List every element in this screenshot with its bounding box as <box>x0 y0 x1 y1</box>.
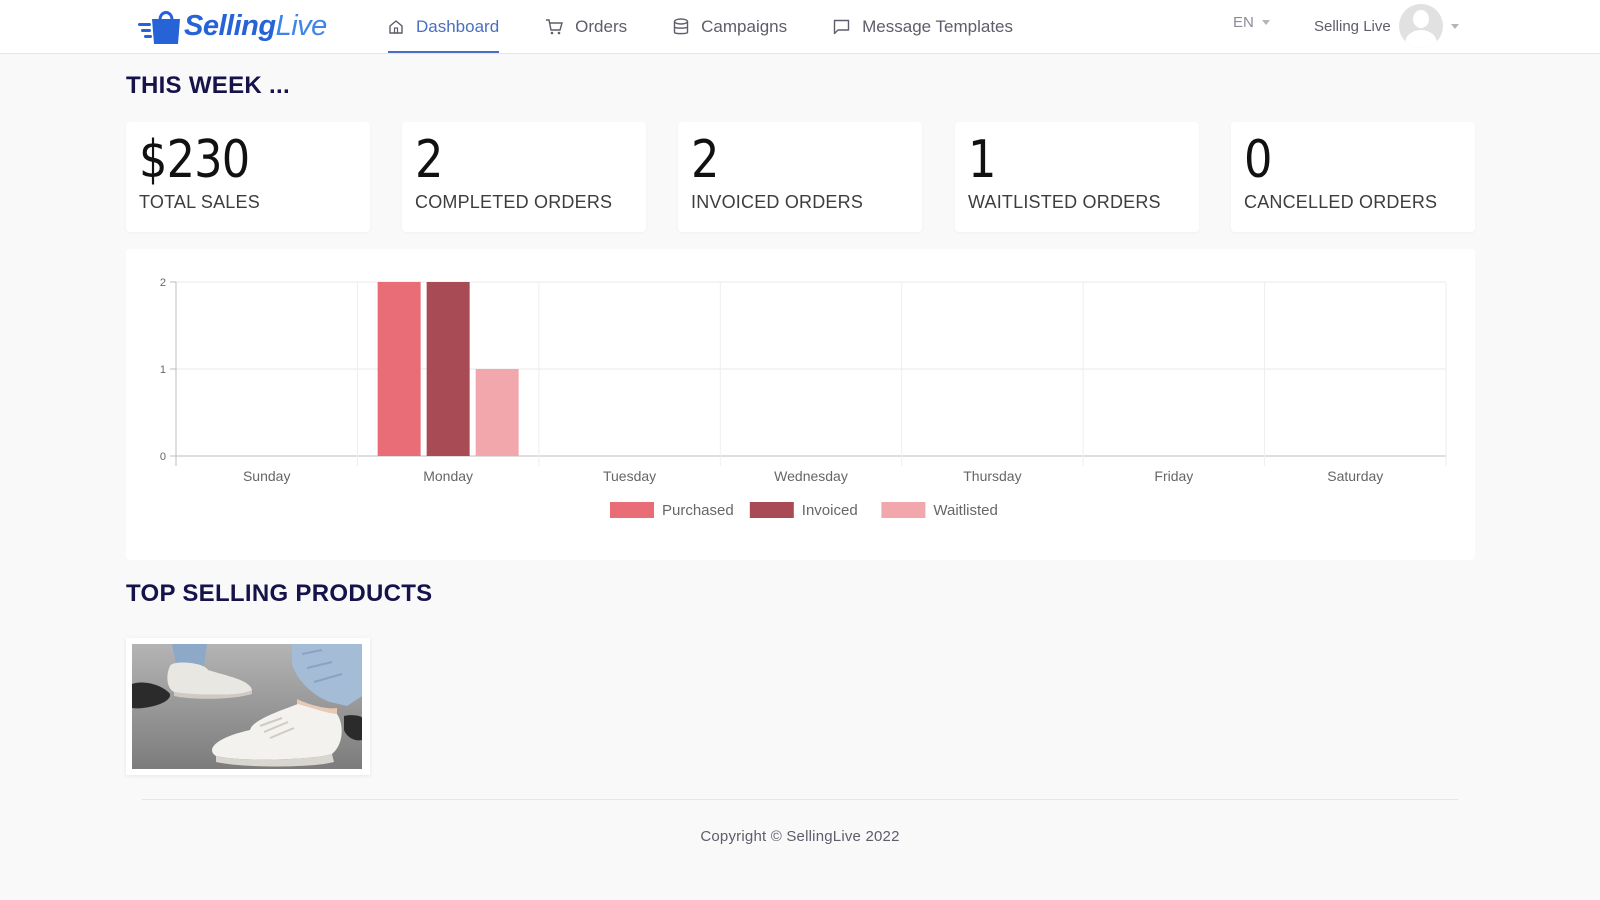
stat-card-waitlisted-orders: 1 WAITLISTED ORDERS <box>955 122 1199 232</box>
legend-swatch <box>610 502 654 518</box>
stat-card-invoiced-orders: 2 INVOICED ORDERS <box>678 122 922 232</box>
legend-swatch <box>881 502 926 518</box>
nav-campaigns[interactable]: Campaigns <box>673 0 787 54</box>
shopping-bag-icon <box>138 6 186 46</box>
stat-card-completed-orders: 2 COMPLETED ORDERS <box>402 122 646 232</box>
logo-wordmark: SellingLive <box>184 9 327 42</box>
nav-dashboard-label: Dashboard <box>416 17 500 36</box>
bar-invoiced <box>426 282 470 456</box>
white-sneakers-photo <box>132 644 362 769</box>
top-selling-title: TOP SELLING PRODUCTS <box>126 580 433 607</box>
user-name: Selling Live <box>1314 17 1391 35</box>
stat-label: TOTAL SALES <box>139 192 260 212</box>
x-tick-label: Tuesday <box>603 468 656 484</box>
stat-value: 0 <box>1244 130 1272 190</box>
legend-label: Waitlisted <box>933 502 997 519</box>
home-icon <box>389 20 403 34</box>
database-icon <box>673 18 689 35</box>
stat-value: 1 <box>968 130 996 190</box>
stat-card-cancelled-orders: 0 CANCELLED ORDERS <box>1231 122 1475 232</box>
cart-icon <box>546 19 564 35</box>
stat-label: CANCELLED ORDERS <box>1244 192 1438 212</box>
nav-message-templates-label: Message Templates <box>862 17 1014 36</box>
sellinglive-logo[interactable]: SellingLive <box>138 6 327 46</box>
bar-purchased <box>377 282 421 456</box>
y-tick-label: 0 <box>160 451 166 463</box>
footer-divider <box>142 799 1458 800</box>
stat-value: 2 <box>691 130 719 190</box>
nav-dashboard[interactable]: Dashboard <box>388 0 500 54</box>
weekly-orders-chart: 0 1 2 Sunday Monday Tuesday Wednesday Thursday F… <box>160 277 1447 519</box>
y-tick-label: 1 <box>160 364 166 376</box>
avatar <box>1398 4 1443 48</box>
x-tick-label: Sunday <box>243 468 290 484</box>
chevron-down-icon <box>1261 20 1270 25</box>
chevron-down-icon <box>1450 23 1459 29</box>
user-menu[interactable]: Selling Live <box>1314 4 1459 48</box>
footer-copyright: Copyright © SellingLive 2022 <box>700 828 900 845</box>
product-card[interactable] <box>126 638 370 775</box>
main-nav: Dashboard Orders Campaigns Message Templ… <box>388 0 1059 54</box>
legend-swatch <box>749 502 794 518</box>
stat-value: 2 <box>415 130 443 190</box>
stat-label: COMPLETED ORDERS <box>415 192 613 212</box>
bar-waitlisted <box>475 369 519 456</box>
stat-label: INVOICED ORDERS <box>691 192 864 212</box>
this-week-title: THIS WEEK ... <box>126 72 290 99</box>
stat-label: WAITLISTED ORDERS <box>968 192 1161 212</box>
nav-message-templates[interactable]: Message Templates <box>833 0 1013 54</box>
stat-card-total-sales: $230 TOTAL SALES <box>126 122 370 232</box>
weekly-orders-chart-card: 0 1 2 Sunday Monday Tuesday Wednesday Thursday F… <box>126 249 1475 560</box>
y-tick-label: 2 <box>160 277 166 289</box>
top-navbar: SellingLive Dashboard Orders Campaigns M… <box>0 0 1600 54</box>
nav-orders[interactable]: Orders <box>545 0 627 54</box>
x-tick-label: Wednesday <box>774 468 848 484</box>
language-selector[interactable]: EN <box>1233 14 1270 31</box>
message-icon <box>833 19 850 35</box>
nav-campaigns-label: Campaigns <box>701 17 788 36</box>
legend-label: Invoiced <box>802 502 858 519</box>
language-label: EN <box>1233 14 1254 31</box>
x-tick-label: Thursday <box>963 468 1021 484</box>
nav-orders-label: Orders <box>575 17 628 36</box>
x-tick-label: Friday <box>1154 468 1193 484</box>
x-tick-label: Monday <box>423 468 473 484</box>
legend-label: Purchased <box>662 502 734 519</box>
stat-value: $230 <box>139 130 250 190</box>
x-tick-label: Saturday <box>1327 468 1383 484</box>
